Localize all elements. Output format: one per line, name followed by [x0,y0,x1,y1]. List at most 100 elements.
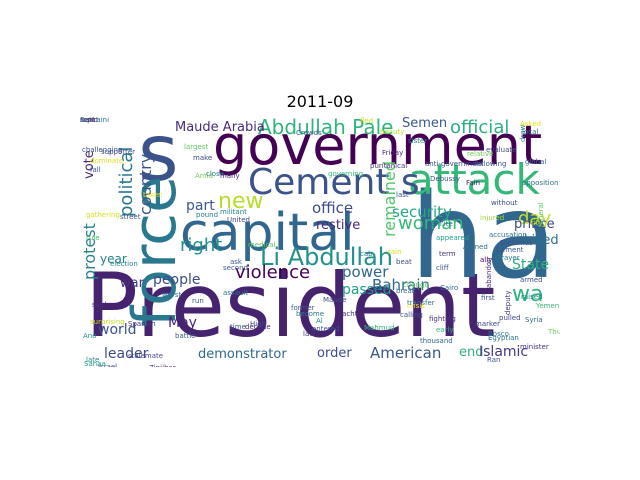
cloud-word: run [192,297,204,305]
cloud-word: surprising [90,318,125,326]
cloud-word: militant [220,208,247,216]
cloud-word: United [227,216,250,224]
cloud-word: killed [524,233,559,248]
cloud-word: crisis [407,302,425,310]
cloud-word: Shi'ite [431,220,453,228]
cloud-word: Amid [195,172,213,180]
cloud-word: pound [196,211,219,219]
cloud-word: armed [520,276,543,284]
cloud-word: evaluate [486,146,517,154]
cloud-word: beat [396,258,412,266]
cloud-word: High [250,320,267,328]
cloud-word: deputy [504,290,512,315]
cloud-word: war [120,276,144,291]
cloud-word: passed [342,282,392,298]
cloud-word: Syria [525,316,543,324]
cloud-word: many [220,172,240,180]
cloud-word: city [530,219,543,227]
cloud-word: street [120,213,141,221]
cloud-word: Maude Arabia [175,120,265,135]
cloud-word: injured [480,214,505,222]
cloud-word: election [110,260,138,268]
cloud-word: country [136,153,155,215]
cloud-word: cliff [436,264,449,272]
cloud-word: ask [230,258,242,266]
cloud-word: Al [316,317,323,325]
cloud-word: Crowds [296,129,322,137]
cloud-word: anti-government [425,160,484,168]
cloud-word: government [213,117,543,177]
cloud-word: ally [480,256,493,264]
cloud-word: order [317,346,352,361]
cloud-word: term [439,250,456,258]
cloud-word: Cement s [248,162,420,203]
cloud-word: challenging [82,146,123,154]
cloud-word: Spanish [128,320,156,328]
cloud-word: puritanical [370,162,408,170]
cloud-word: Bahrain [372,276,431,294]
cloud-word: rule [86,234,100,242]
cloud-word: former [291,304,315,312]
cloud-word: supporter [101,148,136,156]
cloud-word: sent [80,117,96,124]
cloud-word: May [168,315,197,331]
cloud-word: leader [104,346,149,362]
cloud-word: battle [175,332,196,340]
cloud-word: attack [408,155,540,204]
cloud-word: woman [398,213,464,234]
cloud-word: wa [512,282,544,307]
cloud-word: Bahraini [80,117,110,124]
cloud-word: become [296,310,325,318]
cloud-word: first [481,294,495,302]
cloud-word: abandon [485,257,493,288]
cloud-word: ha [410,167,558,305]
cloud-word: gathering [86,211,120,219]
cloud-word: fall [90,166,101,174]
cloud-word: right [180,235,223,256]
cloud-word: accusation [489,231,527,239]
chart-title: 2011-09 [286,92,354,111]
cloud-word: office [312,199,354,217]
cloud-word: make [193,154,213,162]
cloud-word: official [450,117,510,138]
cloud-word: beauty [380,128,405,136]
cloud-word: protest [80,223,99,280]
cloud-word: appeared [436,234,470,242]
cloud-word: fled [360,117,374,125]
cloud-word: power [342,263,389,281]
cloud-word: last [396,191,409,199]
cloud-word: Egyptian [488,334,519,342]
cloud-word: restive [316,218,361,233]
cloud-word: medical [248,241,276,249]
cloud-word: Semen [402,117,448,131]
cloud-word: prince [514,217,555,232]
cloud-word: taken [143,191,163,199]
cloud-word: time [230,323,246,331]
cloud-word: Sanaa [84,360,106,368]
cloud-word: Ano [83,332,97,340]
cloud-word: Fain [466,179,481,187]
cloud-word: security [392,203,452,221]
cloud-word: minister [520,343,549,351]
cloud-word: change [403,281,429,289]
cloud-word: Thursday [548,328,560,336]
cloud-word: State [512,257,550,273]
cloud-word: second [223,264,248,272]
cloud-word: fighting [429,315,456,323]
cloud-word: Diplomat [500,239,532,247]
cloud-word: thousand [420,337,453,345]
cloud-word: decade [245,323,271,331]
cloud-word: Maude [323,296,347,304]
cloud-word: largest [184,143,209,151]
cloud-word: transfer [407,299,435,307]
cloud-word: Cement [496,246,524,254]
cloud-word: said [92,301,107,309]
cloud-word: Abdullah Pale [258,117,394,139]
cloud-word: Prayer [497,254,520,262]
cloud-word: relative [467,150,494,158]
cloud-word: governing [328,170,364,178]
cloud-word: Mahmud [364,324,395,332]
cloud-word: dominate [90,157,124,165]
cloud-word: global [525,158,547,166]
cloud-word: Li Abdullah [260,243,394,271]
